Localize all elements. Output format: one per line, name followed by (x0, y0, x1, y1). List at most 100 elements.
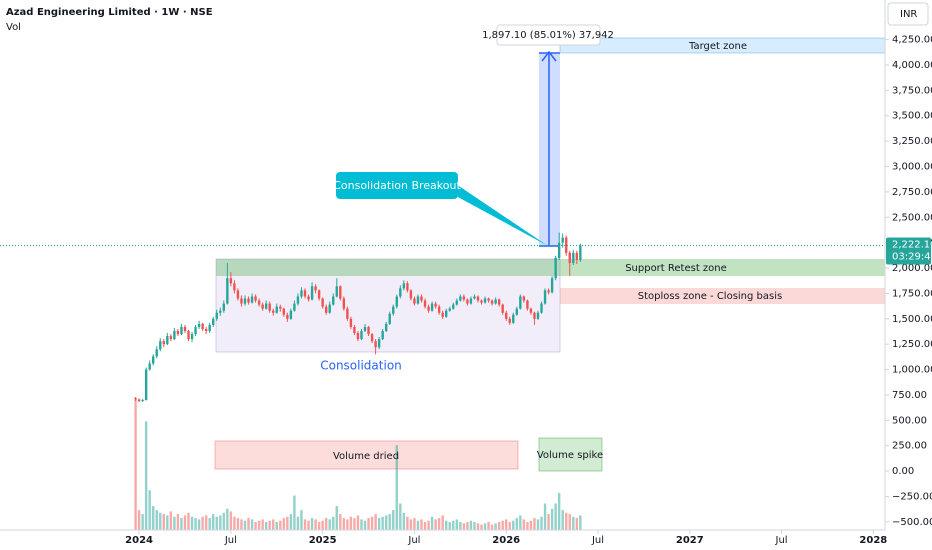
candle-body (247, 298, 250, 303)
volume-bar (579, 515, 582, 530)
y-tick-label: 2,500.00 (892, 212, 932, 223)
candle-body (169, 336, 173, 340)
candle-body (183, 326, 187, 331)
volume-bar (289, 514, 293, 530)
candle-body (307, 296, 310, 300)
volume-bar (522, 519, 526, 530)
volume-bar (328, 519, 331, 530)
candle-body (346, 308, 349, 319)
volume-bar (279, 520, 282, 530)
y-tick-label: 1,000.00 (892, 365, 932, 376)
callout-box (336, 172, 458, 199)
support-label: Support Retest zone (625, 263, 727, 274)
candle-body (144, 369, 148, 401)
volume-bar (452, 520, 455, 530)
volume-bar (243, 520, 247, 530)
candle-body (137, 399, 141, 402)
volume-bar (519, 515, 522, 530)
candle-body (250, 296, 254, 303)
volume-bar (473, 522, 476, 530)
y-tick-label: 2,000.00 (892, 263, 932, 274)
candle-body (314, 286, 317, 291)
x-tick-label: Jul (407, 535, 420, 546)
volume-bar (462, 523, 466, 530)
candle-body (536, 312, 540, 319)
candle-body (194, 326, 197, 335)
volume-bar (268, 520, 271, 530)
volume-bar (247, 518, 250, 530)
volume-bar (501, 520, 504, 530)
candle-body (328, 304, 331, 313)
candle-body (208, 324, 211, 331)
candle-body (547, 290, 550, 293)
candle-body (572, 252, 575, 263)
candle-body (155, 349, 158, 357)
candle-body (141, 400, 144, 402)
volume-bar (332, 516, 335, 530)
volume-bar (455, 519, 458, 530)
volume-bar (423, 522, 427, 530)
callout-pointer (445, 180, 548, 246)
volume-bar (550, 508, 554, 530)
candle-body (219, 310, 222, 313)
candle-body (508, 318, 511, 323)
y-tick-label: −250.00 (892, 491, 932, 502)
volume-bar (367, 518, 370, 530)
candle-body (519, 296, 522, 309)
volume-bar (381, 516, 384, 530)
volume-bar (208, 518, 211, 530)
volume-bar (296, 516, 300, 530)
candle-body (550, 278, 554, 293)
candle-body (402, 283, 406, 289)
volume-bar (540, 516, 543, 530)
volume-bar (416, 520, 420, 530)
candle-body (416, 296, 420, 304)
volume-bar (141, 514, 144, 530)
candle-body (452, 304, 455, 309)
volume-bar (349, 516, 353, 530)
volume-bar (402, 512, 406, 530)
currency-box[interactable] (887, 2, 929, 26)
consolidation-label: Consolidation (320, 359, 402, 373)
volume-bar (413, 518, 416, 530)
candle-body (222, 303, 226, 311)
candle-body (148, 363, 151, 370)
candle-body (233, 283, 236, 291)
volume-bar (469, 520, 473, 530)
volume-bar (173, 516, 176, 530)
candle-body (540, 303, 543, 313)
volume-bar (388, 514, 391, 530)
candle-body (353, 326, 356, 334)
y-tick-label: 250.00 (892, 441, 927, 452)
candle-body (342, 298, 346, 309)
candle-body (448, 308, 451, 311)
y-tick-label: 1,250.00 (892, 339, 932, 350)
volume-bar (430, 516, 434, 530)
candle-body (201, 323, 204, 329)
volume-bar (275, 522, 278, 530)
volume-bar (377, 518, 381, 530)
candle-body (392, 306, 395, 314)
candle-body (533, 312, 536, 319)
volume-bar (152, 506, 155, 530)
chart-subtitle: Vol (6, 22, 21, 33)
volume-bar (194, 518, 197, 530)
y-tick-label: 750.00 (892, 390, 927, 401)
candle-body (324, 306, 328, 313)
x-tick-label: 2026 (492, 535, 520, 546)
candle-body (557, 242, 561, 258)
volume-bar (427, 520, 430, 530)
candle-body (494, 299, 497, 304)
candle-body (268, 303, 271, 311)
candle-body (512, 314, 515, 323)
candle-body (399, 288, 402, 297)
candle-body (300, 290, 303, 297)
volume-bar (229, 511, 233, 530)
candle-body (134, 398, 137, 400)
candle-body (420, 296, 423, 301)
candle-body (406, 283, 409, 291)
candle-body (162, 341, 165, 345)
candle-body (445, 310, 448, 317)
